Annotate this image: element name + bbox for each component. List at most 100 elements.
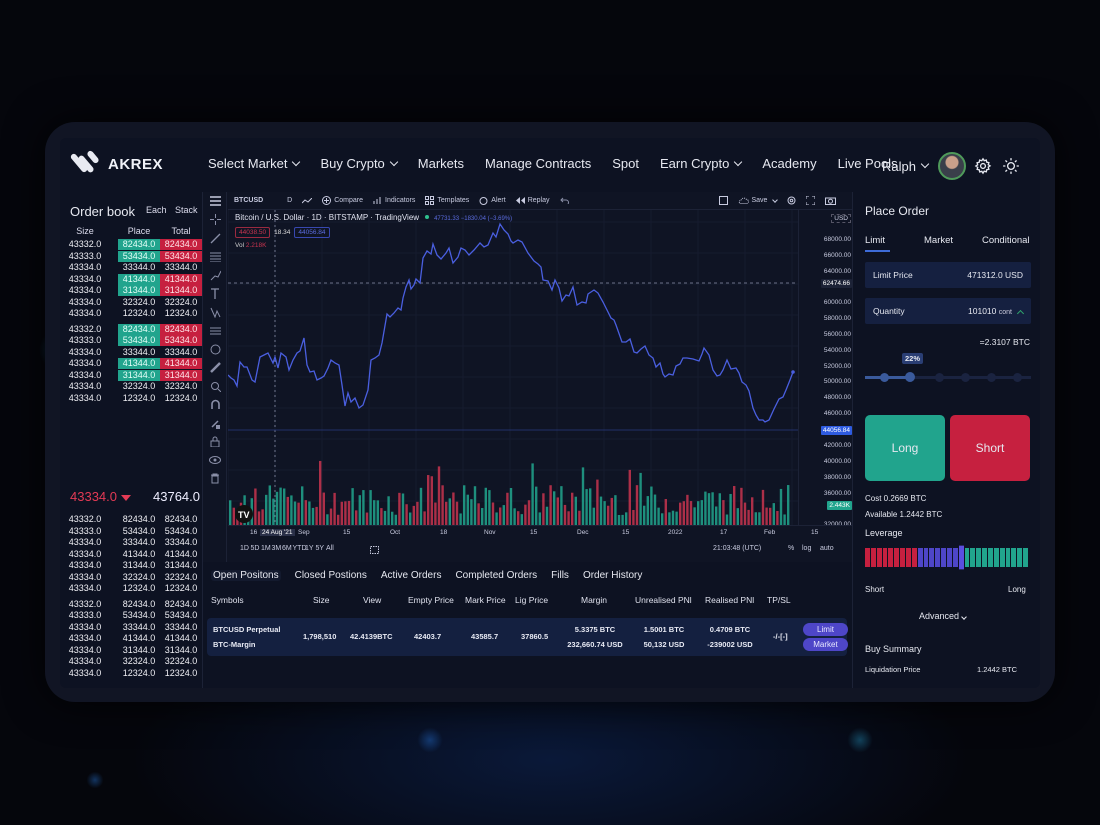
leverage-step[interactable] bbox=[882, 548, 888, 567]
chart-type-button[interactable] bbox=[302, 197, 313, 204]
range-1m[interactable]: 1M bbox=[261, 545, 271, 552]
order-book-row[interactable]: 43334.0 12324.0 12324.0 bbox=[60, 668, 202, 680]
chart-plot[interactable]: TV bbox=[228, 210, 798, 525]
leverage-step[interactable] bbox=[982, 548, 988, 567]
eye-icon[interactable] bbox=[203, 451, 227, 470]
leverage-step[interactable] bbox=[947, 548, 952, 567]
order-book-row[interactable]: 43334.0 41344.0 41344.0 bbox=[60, 358, 202, 370]
range-5d[interactable]: 5D bbox=[250, 545, 260, 552]
order-book-row[interactable]: 43334.0 12324.0 12324.0 bbox=[60, 583, 202, 595]
order-book-row[interactable]: 43334.0 31344.0 31344.0 bbox=[60, 369, 202, 382]
brand-logo[interactable]: AKREX bbox=[69, 149, 163, 176]
order-book-row[interactable]: 43332.0 82434.0 82434.0 bbox=[60, 323, 202, 336]
zoom-in-icon[interactable] bbox=[203, 377, 227, 396]
order-book-row[interactable]: 43333.0 53434.0 53434.0 bbox=[60, 335, 202, 347]
tab-open-positons[interactable]: Open Positons bbox=[211, 570, 281, 581]
leverage-step[interactable] bbox=[958, 545, 964, 570]
short-button[interactable]: Short bbox=[950, 415, 1030, 481]
tab-closed-postions[interactable]: Closed Postions bbox=[294, 570, 367, 581]
menu-icon[interactable] bbox=[203, 192, 227, 211]
order-book-row[interactable]: 43333.0 53434.0 53434.0 bbox=[60, 250, 202, 263]
emoji-icon[interactable] bbox=[203, 340, 227, 359]
leverage-step[interactable] bbox=[923, 548, 929, 567]
order-book-row[interactable]: 43334.0 12324.0 12324.0 bbox=[60, 393, 202, 405]
save-button[interactable]: Save bbox=[738, 196, 779, 204]
leverage-step[interactable] bbox=[865, 548, 870, 567]
order-book-row[interactable]: 43334.0 33344.0 33344.0 bbox=[60, 537, 202, 549]
leverage-step[interactable] bbox=[894, 548, 900, 567]
leverage-step[interactable] bbox=[993, 548, 999, 567]
leverage-bar[interactable] bbox=[865, 545, 1029, 570]
close-market-button[interactable]: Market bbox=[803, 638, 848, 651]
alert-button[interactable]: Alert bbox=[479, 196, 506, 205]
nav-buy-crypto[interactable]: Buy Crypto bbox=[320, 156, 399, 171]
fib-icon[interactable] bbox=[203, 248, 227, 267]
advanced-toggle[interactable]: Advanced bbox=[919, 611, 967, 621]
leverage-step[interactable] bbox=[976, 548, 982, 567]
slider-handle[interactable] bbox=[905, 372, 915, 382]
order-book-row[interactable]: 43334.0 33344.0 33344.0 bbox=[60, 347, 202, 359]
range-1d[interactable]: 1D bbox=[240, 545, 249, 552]
quantity-field[interactable]: Quantity 101010 cont bbox=[865, 298, 1031, 324]
long-button[interactable]: Long bbox=[865, 415, 945, 481]
lock-drawing-icon[interactable] bbox=[203, 414, 227, 433]
scale-auto[interactable]: auto bbox=[820, 545, 834, 552]
tab-limit[interactable]: Limit bbox=[865, 235, 886, 246]
leverage-step[interactable] bbox=[1023, 548, 1029, 567]
user-menu[interactable]: Ralph bbox=[882, 159, 930, 174]
leverage-step[interactable] bbox=[952, 548, 958, 567]
settings-button[interactable] bbox=[972, 155, 994, 177]
nav-spot[interactable]: Spot bbox=[612, 156, 639, 171]
order-book-row[interactable]: 43334.0 33344.0 33344.0 bbox=[60, 622, 202, 634]
order-book-row[interactable]: 43334.0 31344.0 31344.0 bbox=[60, 285, 202, 297]
range-ytd[interactable]: YTD bbox=[292, 545, 307, 552]
scale-log[interactable]: log bbox=[802, 545, 812, 552]
tab-each[interactable]: Each bbox=[146, 205, 167, 215]
nav-select-market[interactable]: Select Market bbox=[208, 156, 301, 171]
brush-icon[interactable] bbox=[203, 266, 227, 285]
fullscreen-button[interactable] bbox=[806, 196, 816, 205]
range-6m[interactable]: 6M bbox=[282, 545, 292, 552]
tab-active-orders[interactable]: Active Orders bbox=[380, 570, 442, 581]
order-book-row[interactable]: 43334.0 41344.0 41344.0 bbox=[60, 273, 202, 286]
trendline-icon[interactable] bbox=[203, 229, 227, 248]
tpsl-cell[interactable]: -/-[-] bbox=[773, 632, 788, 641]
order-book-row[interactable]: 43332.0 82434.0 82434.0 bbox=[60, 239, 202, 251]
calendar-icon[interactable] bbox=[370, 545, 379, 556]
pattern-icon[interactable] bbox=[203, 303, 227, 322]
sell-price[interactable]: 44038.50 bbox=[235, 227, 271, 238]
chart-settings-button[interactable] bbox=[787, 196, 796, 205]
currency-select[interactable]: USD bbox=[831, 214, 851, 223]
replay-button[interactable]: Replay bbox=[515, 197, 550, 204]
order-book-row[interactable]: 43334.0 12324.0 12324.0 bbox=[60, 308, 202, 320]
scale-percent[interactable]: % bbox=[788, 545, 795, 552]
order-book-row[interactable]: 43334.0 33344.0 33344.0 bbox=[60, 262, 202, 274]
magnet-icon[interactable] bbox=[203, 396, 227, 415]
order-book-row[interactable]: 43333.0 53434.0 53434.0 bbox=[60, 610, 202, 622]
chevron-up-icon[interactable] bbox=[1016, 309, 1025, 318]
range-all[interactable]: All bbox=[326, 545, 334, 552]
trash-icon[interactable] bbox=[203, 470, 227, 489]
tab-market[interactable]: Market bbox=[924, 235, 954, 246]
layout-button[interactable] bbox=[718, 196, 728, 205]
leverage-step[interactable] bbox=[929, 548, 935, 567]
leverage-step[interactable] bbox=[1017, 548, 1023, 567]
order-book-row[interactable]: 43334.0 32324.0 32324.0 bbox=[60, 297, 202, 309]
nav-live-pools[interactable]: Live Pools bbox=[838, 156, 898, 171]
theme-toggle-button[interactable] bbox=[1000, 155, 1022, 177]
text-icon[interactable] bbox=[203, 285, 227, 304]
order-book-row[interactable]: 43334.0 31344.0 31344.0 bbox=[60, 560, 202, 572]
leverage-step[interactable] bbox=[970, 548, 976, 567]
crosshair-icon[interactable] bbox=[203, 211, 227, 230]
interval-button[interactable]: D bbox=[287, 197, 293, 204]
tab-conditional[interactable]: Conditional bbox=[982, 235, 1030, 246]
leverage-step[interactable] bbox=[935, 548, 941, 567]
order-book-row[interactable]: 43334.0 32324.0 32324.0 bbox=[60, 656, 202, 668]
order-book-row[interactable]: 43334.0 32324.0 32324.0 bbox=[60, 381, 202, 393]
lock-icon[interactable] bbox=[203, 433, 227, 452]
avatar[interactable] bbox=[937, 152, 966, 180]
order-book-row[interactable]: 43332.0 82434.0 82434.0 bbox=[60, 514, 202, 526]
range-3m[interactable]: 3M bbox=[271, 545, 282, 552]
tab-fills[interactable]: Fills bbox=[551, 570, 569, 581]
leverage-step[interactable] bbox=[900, 548, 906, 567]
